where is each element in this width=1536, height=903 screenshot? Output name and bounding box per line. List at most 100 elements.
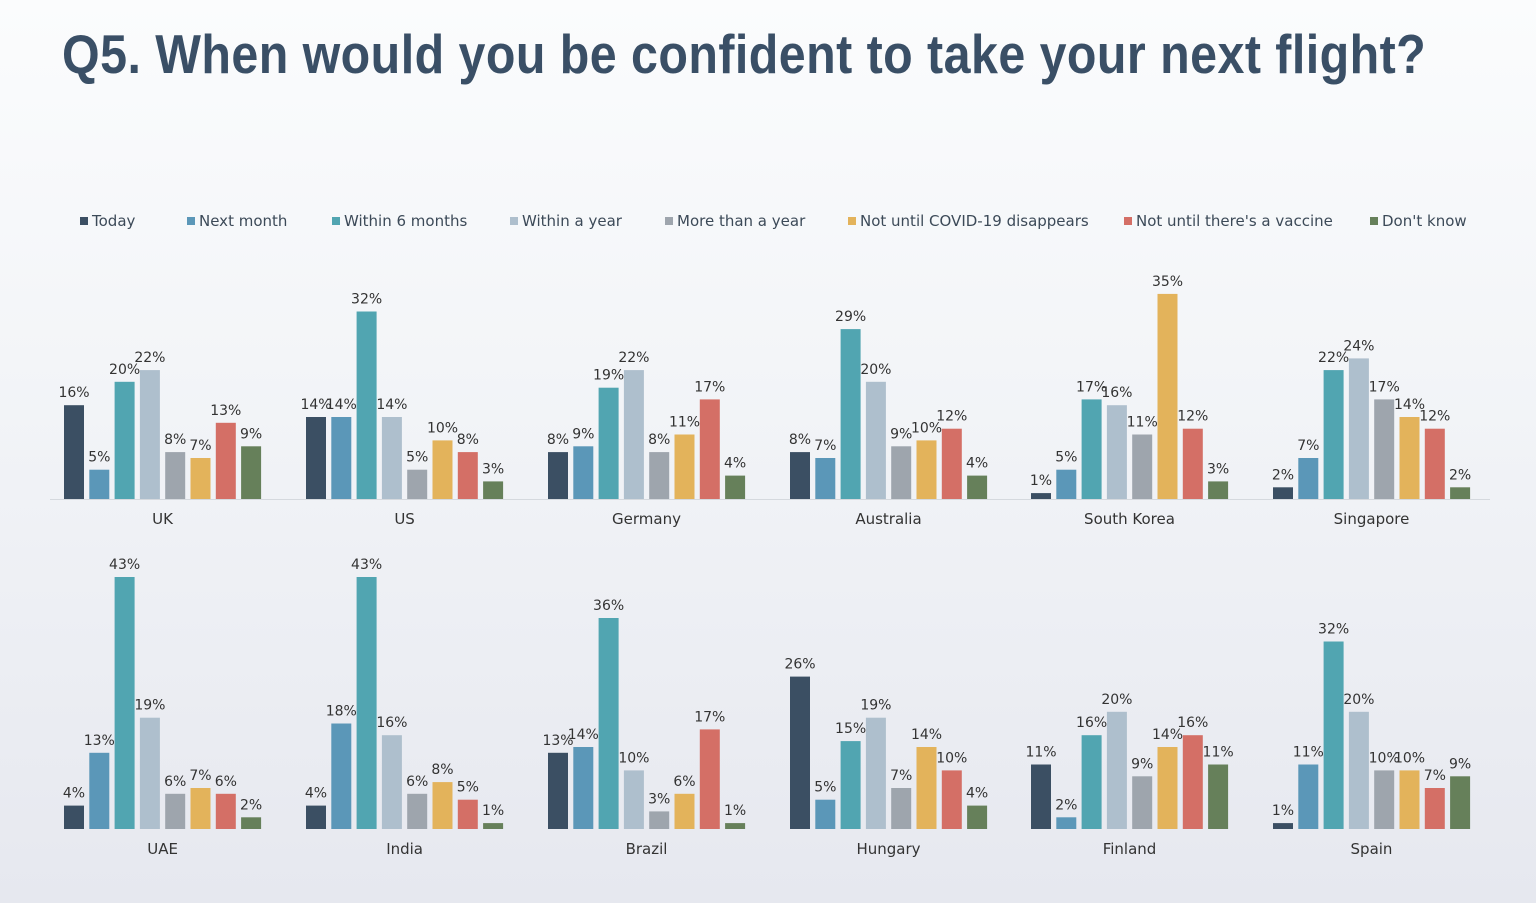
bar bbox=[483, 481, 504, 499]
country-group: 11%2%16%20%9%14%16%11%Finland bbox=[1025, 692, 1233, 858]
bar bbox=[1323, 370, 1344, 499]
bar bbox=[1081, 399, 1102, 499]
bar bbox=[941, 770, 962, 829]
bar bbox=[1348, 358, 1369, 499]
bar bbox=[1208, 481, 1229, 499]
country-group: 8% 7% 29% 20% 9%10%12% 4% Australia bbox=[789, 309, 988, 528]
data-label: 12% bbox=[936, 409, 967, 425]
data-label: 17% bbox=[1076, 379, 1107, 395]
data-label: 14% bbox=[326, 397, 357, 413]
data-label: 10% bbox=[618, 750, 649, 766]
bar bbox=[916, 747, 937, 829]
bar bbox=[548, 452, 568, 499]
legend-label: Within 6 months bbox=[344, 212, 468, 230]
data-label: 5% bbox=[814, 780, 836, 796]
bar bbox=[1298, 458, 1319, 499]
country-group: 26% 5% 15% 19% 7% 14% 10% 4% Hungary bbox=[784, 657, 988, 858]
bar bbox=[1132, 776, 1153, 829]
country-group: 4%13%43%19%6% 7% 6%2%UAE bbox=[63, 557, 262, 858]
legend-swatch bbox=[848, 217, 856, 225]
data-label: 4% bbox=[305, 786, 327, 802]
bar bbox=[215, 793, 236, 829]
bar bbox=[649, 811, 670, 829]
data-label: 4% bbox=[966, 786, 988, 802]
data-label: 35% bbox=[1152, 274, 1183, 290]
data-label: 8% bbox=[431, 762, 453, 778]
legend-item: Don't know bbox=[1370, 212, 1467, 230]
data-label: 26% bbox=[784, 657, 815, 673]
bar bbox=[64, 405, 84, 499]
data-label: 11% bbox=[1127, 415, 1158, 431]
data-label: 9% bbox=[572, 426, 594, 442]
bar bbox=[1031, 493, 1051, 499]
bar bbox=[190, 788, 211, 829]
data-label: 7% bbox=[890, 768, 912, 784]
data-label: 10% bbox=[427, 420, 458, 436]
data-label: 8% bbox=[789, 432, 811, 448]
bar bbox=[1031, 764, 1051, 829]
data-label: 4% bbox=[63, 786, 85, 802]
data-label: 32% bbox=[1318, 622, 1349, 638]
data-label: 6% bbox=[164, 774, 186, 790]
category-label: Brazil bbox=[626, 840, 668, 858]
data-label: 22% bbox=[134, 350, 165, 366]
data-label: 6% bbox=[406, 774, 428, 790]
bar bbox=[725, 475, 746, 499]
bar bbox=[306, 417, 326, 499]
data-label: 7% bbox=[814, 438, 836, 454]
category-label: Singapore bbox=[1334, 510, 1410, 528]
bar bbox=[331, 417, 352, 499]
bar bbox=[1399, 417, 1420, 499]
bar bbox=[790, 452, 810, 499]
bar bbox=[1323, 641, 1344, 829]
bar bbox=[1056, 817, 1077, 829]
legend-label: Within a year bbox=[522, 212, 622, 230]
bar bbox=[967, 475, 988, 499]
data-label: 16% bbox=[1101, 385, 1132, 401]
legend-label: More than a year bbox=[677, 212, 806, 230]
bar bbox=[114, 577, 135, 829]
data-label: 1% bbox=[724, 803, 746, 819]
bar bbox=[1298, 764, 1319, 829]
bar bbox=[674, 793, 695, 829]
bar bbox=[306, 805, 326, 829]
country-group: 14%14%32%14%5%10%8%3%US bbox=[300, 292, 504, 529]
data-label: 10% bbox=[911, 420, 942, 436]
bar bbox=[891, 446, 912, 499]
bar bbox=[865, 381, 886, 499]
data-label: 16% bbox=[376, 715, 407, 731]
data-label: 3% bbox=[648, 791, 670, 807]
category-label: Germany bbox=[612, 510, 681, 528]
bar bbox=[432, 782, 453, 829]
bar bbox=[790, 676, 810, 829]
legend-item: Next month bbox=[187, 212, 287, 230]
bar bbox=[1157, 747, 1178, 829]
legend-item: Today bbox=[80, 212, 135, 230]
legend-label: Next month bbox=[199, 212, 288, 230]
bar bbox=[165, 452, 186, 499]
data-label: 12% bbox=[1177, 409, 1208, 425]
data-label: 16% bbox=[1177, 715, 1208, 731]
bar bbox=[941, 428, 962, 499]
bar bbox=[891, 788, 912, 829]
data-label: 8% bbox=[457, 432, 479, 448]
bar bbox=[916, 440, 937, 499]
data-label: 9% bbox=[1449, 756, 1471, 772]
bar bbox=[1399, 770, 1420, 829]
bar bbox=[725, 823, 746, 829]
data-label: 2% bbox=[1272, 467, 1294, 483]
bar bbox=[89, 752, 110, 829]
data-label: 6% bbox=[673, 774, 695, 790]
legend-item: Within 6 months bbox=[332, 212, 467, 230]
category-label: US bbox=[394, 510, 415, 528]
data-label: 9% bbox=[1131, 756, 1153, 772]
bar bbox=[699, 729, 720, 829]
bar bbox=[815, 458, 836, 499]
data-label: 14% bbox=[300, 397, 331, 413]
legend-label: Not until COVID-19 disappears bbox=[860, 212, 1089, 230]
bar bbox=[1450, 776, 1471, 829]
category-label: Hungary bbox=[856, 840, 920, 858]
category-label: Finland bbox=[1103, 840, 1157, 858]
data-label: 1% bbox=[1272, 803, 1294, 819]
